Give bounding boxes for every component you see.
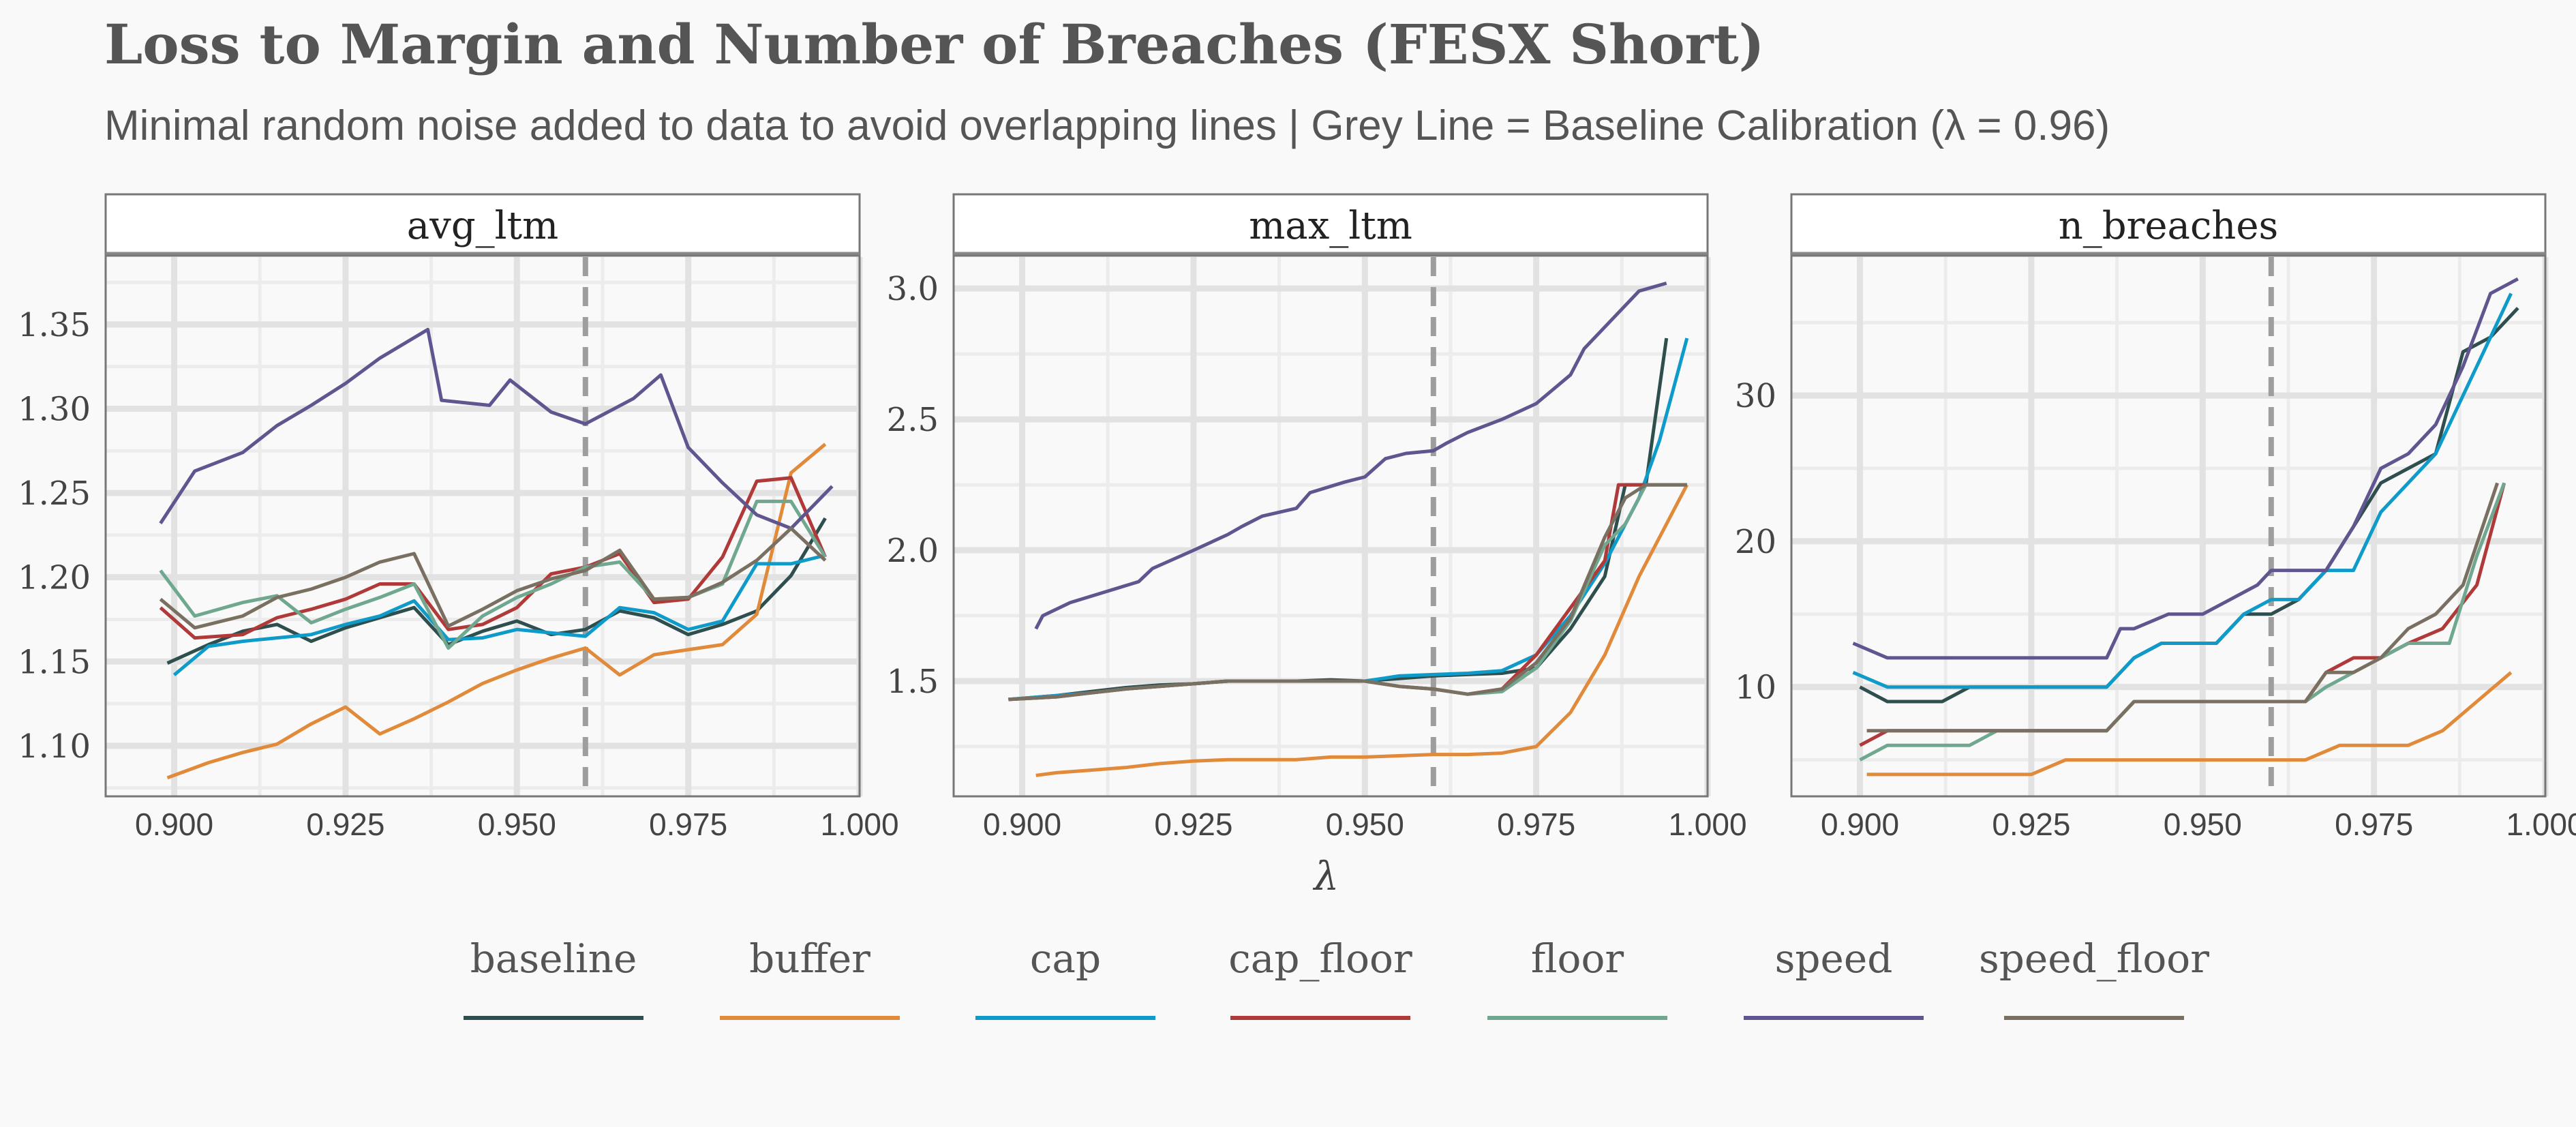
strip-label-avg_ltm: avg_ltm [407,204,558,248]
x-tick-label: 0.900 [135,807,213,842]
y-tick-label: 1.20 [18,559,91,597]
series-line-speed [1852,277,2519,660]
y-tick-label: 1.15 [18,643,91,681]
y-tick-label: 30 [1735,377,1776,415]
series-line-cap_floor [159,476,827,640]
legend-label: speed_floor [1979,935,2209,982]
strip-label-n_breaches: n_breaches [2059,204,2279,248]
facet-panels: avg_ltm 1.10 1.15 1.20 1.25 1.30 1.35 0.900 0.92… [18,193,2576,842]
series-line-speed_floor [1866,482,2499,733]
legend-label: buffer [749,935,870,982]
strip-header [1790,193,2547,256]
x-tick-label: 0.925 [1154,807,1232,842]
legend-item-cap: cap [975,935,1155,1020]
legend-label: cap [1030,935,1101,982]
plot-area [1791,257,2545,796]
strip-label-max_ltm: max_ltm [1249,204,1412,248]
y-tick-label: 3.0 [887,270,939,308]
series-line-buffer [166,442,827,780]
x-tick-label: 0.950 [478,807,556,842]
series-line-buffer [1035,483,1689,777]
panel-n_breaches: n_breaches 10 20 30 0.900 0.925 0.950 0.975 1.00… [1735,193,2576,842]
x-tick-label: 0.975 [1497,807,1575,842]
chart-subtitle: Minimal random noise added to data to av… [104,102,2110,149]
plot-area [106,257,860,796]
x-tick-label: 0.925 [306,807,384,842]
series-line-speed_floor [1008,483,1687,702]
legend-item-buffer: buffer [720,935,900,1020]
legend-label: speed [1775,935,1893,982]
y-tick-label: 10 [1735,669,1776,707]
panel-border [1790,254,2547,798]
y-tick-label: 2.5 [887,401,939,439]
series-line-speed [1034,281,1667,630]
strip-header [952,193,1709,256]
y-tick-label: 1.5 [887,663,939,701]
series-line-speed_floor [159,526,827,630]
legend-item-floor: floor [1487,935,1667,1020]
panel-max_ltm: max_ltm 1.5 2.0 2.5 3.0 0.900 0.925 0.950 0.975 1… [887,193,1747,842]
x-axis-label: λ [1313,853,1339,899]
legend-item-speed_floor: speed_floor [1979,935,2209,1020]
x-tick-label: 0.900 [983,807,1061,842]
x-tick-label: 0.925 [1992,807,2070,842]
y-tick-label: 1.25 [18,475,91,513]
series-line-baseline [166,517,827,665]
y-tick-label: 1.30 [18,390,91,428]
legend-item-speed: speed [1744,935,1924,1020]
y-tick-label: 2.0 [887,532,939,570]
plot-area [954,257,1708,796]
x-tick-label: 1.000 [820,807,898,842]
y-tick-label: 1.10 [18,727,91,766]
series-line-buffer [1866,671,2513,777]
x-tick-label: 0.900 [1821,807,1899,842]
x-tick-label: 0.975 [2335,807,2413,842]
x-tick-label: 1.000 [1668,807,1746,842]
y-tick-label: 1.35 [18,306,91,344]
legend-item-cap_floor: cap_floor [1228,935,1412,1020]
strip-header [104,193,861,256]
legend-item-baseline: baseline [464,935,643,1020]
series-line-speed [159,327,834,530]
x-tick-label: 0.950 [2164,807,2242,842]
series-line-cap [1852,292,2513,689]
legend: baseline buffer cap cap_floor floor speed spee… [464,935,2209,1020]
x-tick-label: 1.000 [2506,807,2576,842]
legend-label: baseline [470,935,637,982]
series-line-cap [172,554,826,676]
panel-avg_ltm: avg_ltm 1.10 1.15 1.20 1.25 1.30 1.35 0.900 0.92… [18,193,899,842]
x-tick-label: 0.975 [649,807,727,842]
chart-title: Loss to Margin and Number of Breaches (F… [104,12,1765,76]
panel-border [952,254,1709,798]
legend-label: cap_floor [1228,935,1412,982]
y-tick-label: 20 [1735,523,1776,561]
panel-border [104,254,861,798]
x-tick-label: 0.950 [1326,807,1404,842]
legend-label: floor [1531,935,1624,982]
